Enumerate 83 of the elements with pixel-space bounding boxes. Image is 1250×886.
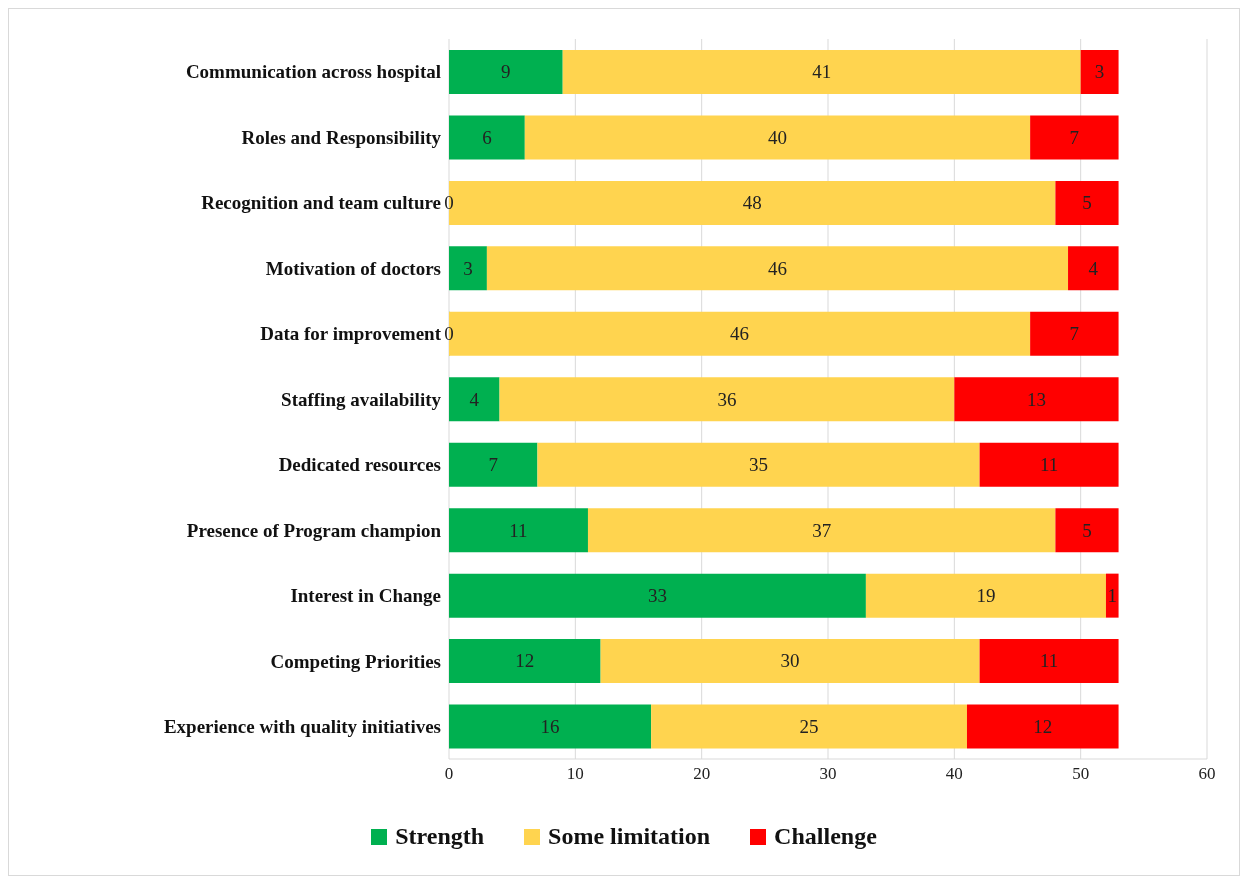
bar [449, 639, 601, 684]
data-label: 5 [1082, 192, 1092, 214]
bar [1030, 115, 1119, 160]
data-label: 5 [1082, 519, 1092, 541]
data-label: 9 [501, 61, 511, 83]
data-label: 33 [647, 585, 667, 607]
bar [1055, 180, 1119, 225]
data-label: 48 [742, 192, 762, 214]
data-label: 4 [1088, 257, 1099, 279]
y-tick-label: Communication across hospital [185, 61, 441, 83]
data-label: 19 [976, 585, 996, 607]
bar [449, 573, 866, 618]
y-tick-label: Data for improvement [260, 323, 442, 345]
x-tick-label: 30 [819, 764, 837, 784]
legend-label: Challenge [773, 823, 877, 850]
data-label: 40 [767, 126, 787, 148]
bar [1080, 50, 1119, 94]
bar [966, 704, 1119, 749]
data-label: 36 [717, 388, 737, 410]
x-tick-label: 40 [945, 764, 963, 784]
x-tick-label: 0 [444, 764, 454, 784]
data-label: 35 [749, 454, 769, 476]
data-label: 46 [767, 257, 787, 279]
data-label: 25 [799, 715, 819, 737]
bar [587, 508, 1056, 553]
data-label: 3 [463, 257, 473, 279]
x-tick-label: 20 [693, 764, 711, 784]
y-tick-label: Experience with quality initiatives [163, 716, 441, 738]
bar [499, 377, 955, 422]
y-tick-label: Competing Priorities [270, 650, 441, 672]
bar [865, 573, 1106, 618]
bar [449, 377, 500, 422]
bar [449, 442, 538, 487]
y-tick-label: Staffing availability [281, 388, 442, 410]
x-tick-label: 60 [1198, 764, 1216, 784]
data-label: 0 [444, 192, 454, 214]
data-label: 1 [1107, 585, 1117, 607]
data-label: 6 [482, 126, 492, 148]
bar [449, 50, 563, 94]
data-label: 30 [780, 650, 800, 672]
x-tick-label: 50 [1072, 764, 1090, 784]
data-label: 4 [469, 388, 480, 410]
bar [449, 246, 487, 291]
bar [486, 246, 1069, 291]
y-tick-label: Motivation of doctors [265, 257, 441, 279]
data-label: 7 [1069, 126, 1080, 148]
data-label: 41 [812, 61, 832, 83]
legend-label: Some limitation [547, 823, 711, 850]
bar [562, 50, 1081, 94]
data-label: 11 [509, 519, 528, 541]
legend-label: Strength [394, 823, 485, 850]
bar [449, 508, 588, 553]
data-label: 12 [1033, 715, 1053, 737]
data-label: 16 [540, 715, 560, 737]
y-tick-label: Recognition and team culture [201, 192, 441, 214]
bar [651, 704, 967, 749]
data-label: 7 [488, 454, 498, 476]
y-tick-label: Presence of Program champion [186, 519, 442, 541]
y-tick-label: Roles and Responsibility [241, 126, 442, 148]
data-label: 11 [1039, 454, 1059, 476]
data-label: 12 [515, 650, 535, 672]
data-label: 3 [1094, 61, 1105, 83]
bar [979, 442, 1119, 487]
data-label: 37 [812, 519, 832, 541]
x-tick-label: 10 [566, 764, 584, 784]
data-label: 46 [730, 323, 750, 345]
data-label: 11 [1039, 650, 1059, 672]
bar [979, 639, 1119, 684]
y-tick-label: Dedicated resources [278, 454, 441, 476]
bar [954, 377, 1119, 422]
bar [1068, 246, 1119, 291]
y-tick-label: Interest in Change [290, 585, 441, 607]
data-label: 0 [444, 323, 454, 345]
bar [1055, 508, 1119, 553]
data-label: 7 [1069, 323, 1080, 345]
bar [449, 704, 652, 749]
data-label: 13 [1026, 388, 1046, 410]
bar [1030, 311, 1119, 356]
bar [1105, 573, 1119, 618]
bar [524, 115, 1031, 160]
bar [537, 442, 980, 487]
bar [449, 115, 525, 160]
bar [600, 639, 980, 684]
